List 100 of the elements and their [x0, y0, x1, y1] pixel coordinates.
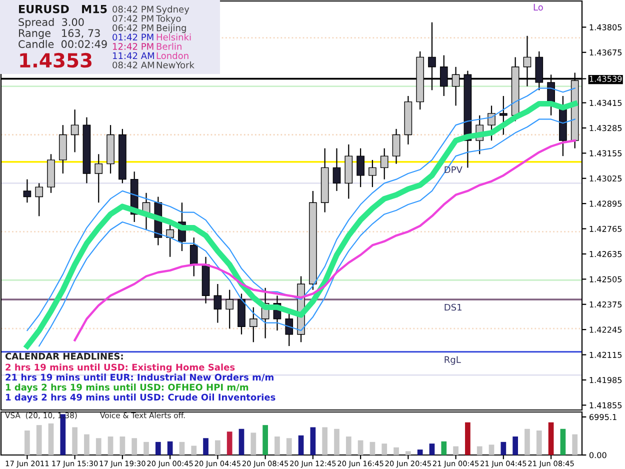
y-tick-label: 1.43675 — [590, 49, 622, 56]
candlestick — [35, 182, 44, 217]
y-tick-label: 6995.1 — [590, 414, 616, 420]
candlestick — [380, 148, 388, 180]
bar — [476, 446, 482, 455]
bar — [382, 444, 388, 455]
bar — [203, 438, 208, 455]
annotation: 1 days 2 hrs 49 mins until USD: Crude Oil Inventories — [6, 394, 276, 402]
y-tick-label: 1.42375 — [590, 301, 622, 308]
y-tick-label: 1.42505 — [590, 276, 622, 282]
annotation: CALENDAR HEADLINES: — [5, 352, 123, 360]
candlestick — [332, 148, 341, 192]
y-tick-label: 1.43415 — [590, 100, 622, 106]
annotation: Spread 3.00 — [18, 18, 84, 28]
y-tick-label: 1.41985 — [590, 377, 622, 384]
bar — [167, 441, 173, 455]
candlestick — [356, 148, 364, 188]
bar — [536, 430, 542, 455]
bar — [36, 425, 42, 455]
annotation: Helsinki — [156, 34, 191, 41]
annotation: Candle 00:02:49 — [18, 40, 107, 48]
y-tick-label: 1.43805 — [590, 24, 622, 30]
bar — [120, 436, 126, 455]
annotation: 07:42 PM — [112, 15, 154, 22]
y-tick-label: 1.42115 — [590, 352, 622, 358]
bar — [310, 427, 316, 455]
ref-line-label: DS1 — [444, 304, 462, 311]
candlestick — [249, 306, 258, 343]
candlestick — [214, 283, 222, 324]
bar — [560, 428, 566, 455]
annotation: 2 hrs 19 mins until USD: Existing Home Sales — [6, 364, 235, 372]
candlestick — [23, 178, 32, 204]
annotation: 06:42 PM — [112, 24, 154, 32]
y-tick-label: 1.41855 — [590, 402, 622, 408]
y-tick-label: 1.43539 — [590, 76, 622, 82]
annotation: London — [156, 52, 188, 60]
bar — [488, 444, 494, 455]
candlestick — [94, 154, 103, 204]
candlestick — [70, 108, 79, 153]
bar — [144, 442, 149, 455]
bar — [465, 422, 470, 455]
y-tick-label: 0.00 — [589, 452, 606, 458]
bar — [96, 438, 102, 455]
annotation: Lo — [534, 4, 543, 11]
annotation: 11:42 AM — [112, 52, 154, 59]
bar — [512, 436, 518, 455]
candlestick — [368, 159, 376, 188]
annotation: EURUSD M15 — [19, 4, 107, 14]
candlestick — [500, 95, 508, 136]
annotation: 1 days 2 hrs 19 mins until USD: OFHEO HPI m/m — [6, 384, 248, 392]
bar — [215, 440, 220, 455]
bar — [417, 450, 423, 455]
bar — [572, 434, 578, 455]
bar — [24, 430, 30, 455]
ref-line-label: RgL — [444, 356, 461, 365]
bar — [226, 432, 232, 455]
bar — [500, 442, 506, 455]
bar — [262, 425, 268, 455]
y-tick-label: 1.43285 — [590, 125, 622, 132]
candlestick — [226, 289, 234, 330]
bar — [322, 427, 328, 455]
y-tick-label: 1.42245 — [590, 326, 622, 333]
bar — [48, 423, 54, 455]
bar — [72, 427, 78, 455]
y-tick-label: 1.43025 — [590, 175, 622, 182]
annotation: Berlin — [156, 42, 182, 50]
annotation: NewYork — [156, 61, 194, 68]
bar — [274, 436, 280, 455]
annotation: Sydney — [156, 6, 190, 14]
bar — [84, 434, 90, 455]
y-tick-label: 1.42895 — [590, 200, 622, 207]
bar — [238, 428, 244, 455]
annotation: 08:42 PM — [112, 6, 154, 13]
bar — [370, 442, 376, 455]
line-series — [74, 139, 576, 342]
bar — [346, 436, 352, 455]
annotation: Beijing — [156, 24, 186, 33]
candlestick — [190, 236, 198, 277]
annotation: 08:42 AM — [112, 62, 154, 68]
candlestick — [392, 128, 400, 164]
bar — [286, 438, 292, 455]
bar — [405, 451, 411, 455]
bar — [108, 436, 114, 455]
annotation: 12:42 PM — [112, 42, 154, 50]
bar — [191, 446, 197, 455]
annotation: 1.4353 — [20, 52, 92, 68]
bar — [453, 446, 458, 455]
y-tick-label: 1.42635 — [590, 251, 622, 258]
annotation: Range 163, 73 — [19, 29, 100, 40]
bar — [548, 422, 554, 455]
y-tick-label: 1.42765 — [590, 226, 622, 232]
bar — [250, 432, 256, 455]
bar — [179, 442, 185, 455]
bar — [298, 435, 304, 455]
bar — [394, 447, 399, 455]
bar — [524, 428, 530, 455]
bar — [334, 428, 340, 455]
annotation: Tokyo — [156, 14, 181, 24]
bar — [429, 444, 435, 455]
bar — [132, 438, 138, 455]
